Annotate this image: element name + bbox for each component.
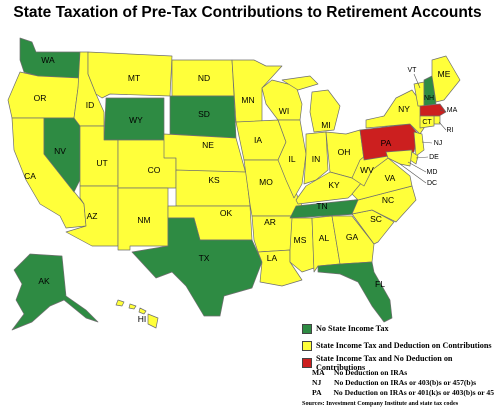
label-nh: NH: [424, 95, 434, 102]
label-sd: SD: [198, 109, 210, 119]
state-nj[interactable]: [413, 131, 425, 157]
sources-note: Sources: Investment Company Institute an…: [302, 400, 459, 407]
note-nj: NJ No Deduction on IRAs or 403(b)s or 45…: [302, 378, 494, 388]
state-il[interactable]: [277, 119, 307, 199]
label-ks: KS: [208, 175, 220, 185]
label-fl: FL: [375, 279, 385, 289]
label-oh: OH: [338, 147, 351, 157]
state-ct[interactable]: [419, 115, 435, 129]
state-wi[interactable]: [261, 79, 303, 121]
label-dc: DC: [427, 180, 437, 187]
note-code: PA: [312, 388, 322, 397]
leader-ri: [438, 121, 447, 131]
note-text: No Deduction on IRAs: [334, 368, 408, 377]
label-tn: TN: [316, 201, 327, 211]
label-la: LA: [267, 253, 278, 263]
label-ak: AK: [38, 276, 50, 286]
legend: No State Income Tax State Income Tax and…: [302, 323, 494, 407]
label-nj: NJ: [434, 140, 443, 147]
label-co: CO: [148, 165, 161, 175]
state-me[interactable]: [431, 55, 461, 103]
note-code: NJ: [312, 378, 322, 387]
label-il: IL: [288, 154, 295, 164]
map-title: State Taxation of Pre-Tax Contributions …: [13, 4, 482, 21]
state-mi[interactable]: [281, 75, 341, 133]
leader-vt: [413, 73, 421, 89]
label-ne: NE: [202, 140, 214, 150]
leader-md: [407, 161, 427, 173]
state-nm[interactable]: [117, 187, 169, 251]
label-hi: HI: [138, 314, 147, 324]
label-id: ID: [86, 100, 95, 110]
legend-label-no-deduction: State Income Tax and No Deduction on Con…: [316, 353, 453, 372]
state-ri[interactable]: [433, 115, 441, 125]
label-or: OR: [34, 93, 47, 103]
label-wv: WV: [360, 165, 374, 175]
label-nc: NC: [382, 195, 394, 205]
label-az: AZ: [87, 211, 98, 221]
note-pa: PA No Deduction on IRAs or 401(k)s or 40…: [302, 388, 494, 398]
note-text: No Deduction on IRAs or 401(k)s or 403(b…: [333, 388, 494, 397]
label-tx: TX: [199, 253, 210, 263]
label-va: VA: [385, 173, 396, 183]
state-tx[interactable]: [131, 217, 263, 317]
label-me: ME: [438, 69, 451, 79]
label-md: MD: [427, 169, 438, 176]
legend-label-deduction: State Income Tax and Deduction on Contri…: [316, 341, 492, 350]
label-ma: MA: [447, 107, 458, 114]
leader-dc: [399, 163, 427, 184]
legend-swatch-red: [302, 357, 312, 368]
state-md[interactable]: [385, 149, 413, 167]
leader-nj: [421, 141, 433, 144]
label-ky: KY: [328, 180, 340, 190]
label-nm: NM: [137, 215, 150, 225]
state-ma[interactable]: [419, 103, 447, 119]
legend-swatch-green: [302, 323, 312, 334]
legend-item-no-deduction: State Income Tax and No Deduction on Con…: [302, 354, 494, 372]
label-ga: GA: [346, 232, 359, 242]
label-al: AL: [319, 233, 330, 243]
note-code: MA: [312, 368, 325, 377]
label-ar: AR: [264, 217, 276, 227]
label-wa: WA: [41, 55, 55, 65]
state-ak[interactable]: [11, 253, 99, 331]
label-pa: PA: [381, 138, 392, 148]
label-ok: OK: [220, 208, 233, 218]
label-vt: VT: [408, 67, 418, 74]
legend-item-no-income-tax: No State Income Tax: [302, 323, 494, 334]
label-ia: IA: [254, 135, 262, 145]
label-ms: MS: [294, 235, 307, 245]
label-wi: WI: [279, 106, 289, 116]
note-text: No Deduction on IRAs or 403(b)s or 457(b…: [334, 378, 477, 387]
legend-item-deduction: State Income Tax and Deduction on Contri…: [302, 340, 494, 351]
label-nd: ND: [198, 73, 210, 83]
label-mi: MI: [321, 120, 330, 130]
label-ri: RI: [447, 127, 454, 134]
label-mo: MO: [259, 177, 273, 187]
note-ma: MA No Deduction on IRAs: [302, 368, 494, 378]
label-in: IN: [312, 154, 321, 164]
state-hi[interactable]: [115, 299, 159, 329]
state-ms[interactable]: [289, 217, 315, 273]
label-ut: UT: [96, 158, 107, 168]
label-mn: MN: [241, 95, 254, 105]
label-ny: NY: [398, 104, 410, 114]
label-mt: MT: [128, 73, 140, 83]
leader-de: [415, 156, 429, 159]
state-fl[interactable]: [317, 261, 393, 323]
label-sc: SC: [370, 214, 382, 224]
leader-ma: [439, 109, 447, 113]
label-de: DE: [429, 154, 439, 161]
legend-swatch-yellow: [302, 340, 312, 351]
label-wy: WY: [129, 115, 143, 125]
state-ga[interactable]: [331, 215, 375, 265]
legend-label-no-income-tax: No State Income Tax: [316, 324, 389, 333]
label-nv: NV: [54, 146, 66, 156]
label-ct: CT: [422, 119, 432, 126]
label-ca: CA: [24, 171, 36, 181]
